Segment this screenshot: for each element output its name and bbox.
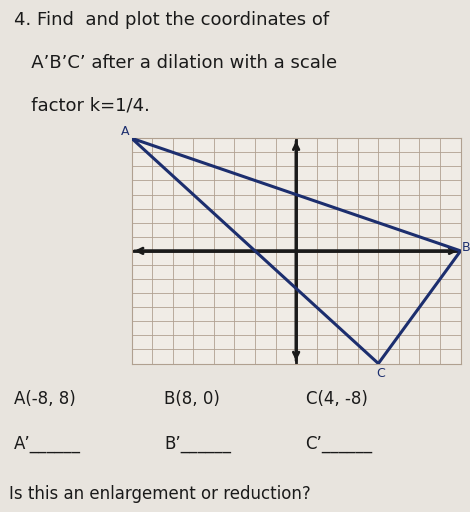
Text: A: A — [121, 125, 130, 138]
Text: C: C — [376, 367, 385, 380]
Text: C’______: C’______ — [306, 435, 373, 453]
Text: A’B’C’ after a dilation with a scale: A’B’C’ after a dilation with a scale — [14, 54, 337, 72]
Text: Is this an enlargement or reduction?: Is this an enlargement or reduction? — [9, 485, 311, 503]
Text: A(-8, 8): A(-8, 8) — [14, 390, 76, 408]
Text: B: B — [462, 241, 470, 254]
Text: B’______: B’______ — [164, 435, 232, 453]
Text: A’______: A’______ — [14, 435, 81, 453]
Text: factor k=1/4.: factor k=1/4. — [14, 97, 150, 115]
Text: B(8, 0): B(8, 0) — [164, 390, 220, 408]
Text: C(4, -8): C(4, -8) — [306, 390, 368, 408]
Text: 4. Find  and plot the coordinates of: 4. Find and plot the coordinates of — [14, 11, 329, 29]
